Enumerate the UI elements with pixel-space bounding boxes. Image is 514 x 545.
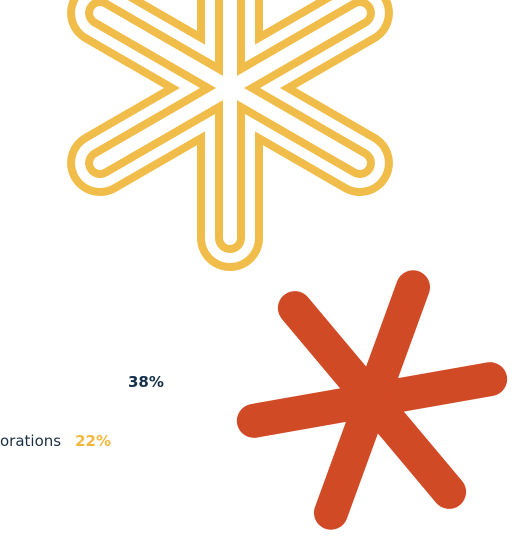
stat-row: orations 22%: [0, 432, 111, 450]
solid-asterisk-icon: [236, 270, 508, 530]
outline-asterisk-icon: [67, 0, 393, 271]
stat-value: 38%: [128, 373, 164, 391]
stat-row: 38%: [128, 373, 164, 391]
stat-label: orations: [0, 432, 62, 450]
stat-value: 22%: [75, 432, 111, 450]
